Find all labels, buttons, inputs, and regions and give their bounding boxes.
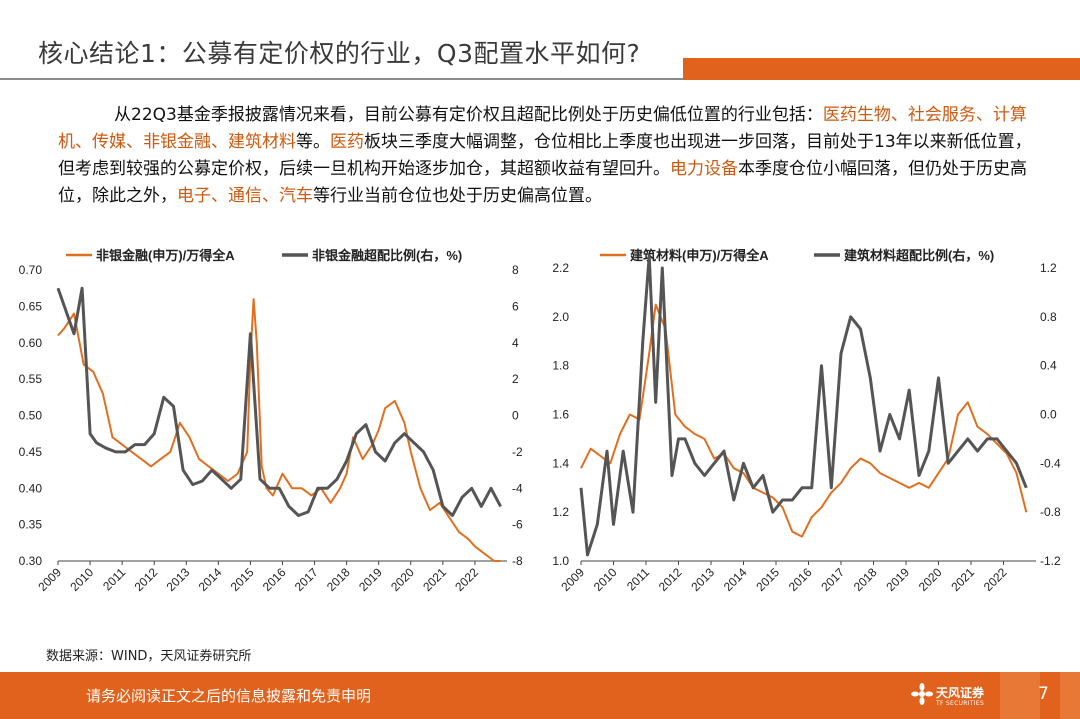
highlight-text: 医药生物、社会服务、计算机、传媒、非银金融、建筑材料 xyxy=(58,105,1027,152)
series-line xyxy=(57,298,501,562)
x-tick-label: 2020 xyxy=(916,565,945,594)
logo-text-cn: 天风证券 xyxy=(936,686,985,700)
x-tick-label: 2011 xyxy=(100,565,128,593)
paragraph-text: 等。 xyxy=(296,132,330,152)
y-left-tick-label: 0.70 xyxy=(19,263,43,277)
chart-building-materials: 建筑材料(申万)/万得全A 建筑材料超配比例(右，%) 2009 2010 2011 20… xyxy=(540,238,1080,618)
logo-flower-icon xyxy=(911,683,933,705)
x-tick-label: 2020 xyxy=(388,565,417,594)
y-right-tick-label: 2 xyxy=(512,372,519,386)
y-right-tick-label: -0.8 xyxy=(1040,505,1061,519)
x-tick-label: 2010 xyxy=(591,565,620,594)
legend-label: 建筑材料超配比例(右，%) xyxy=(844,248,994,263)
x-tick-label: 2014 xyxy=(721,565,750,594)
chart-building-svg: 建筑材料(申万)/万得全A 建筑材料超配比例(右，%)2009 2010 2011 20… xyxy=(552,248,1061,594)
y-left-tick-label: 1.4 xyxy=(552,456,569,470)
x-tick-label: 2017 xyxy=(818,565,847,594)
footer-bar: 请务必阅读正文之后的信息披露和免责申明 天风证券 TF SECURITIES 7 xyxy=(0,672,1080,719)
y-left-tick-label: 2.2 xyxy=(552,261,569,275)
page-number: 7 xyxy=(1038,684,1049,704)
chart-nonbank-finance: 非银金融(申万)/万得全A 非银金融超配比例(右，%) 2009 2010 2011 20… xyxy=(0,238,540,618)
y-right-tick-label: -1.2 xyxy=(1040,554,1061,568)
title-accent-bar xyxy=(683,58,1080,80)
x-tick-label: 2012 xyxy=(656,565,685,594)
x-tick-label: 2019 xyxy=(883,565,912,594)
paragraph-text: 本季度仓位小幅回落，但仍处于历史高位，除此之外， xyxy=(58,159,1027,206)
x-tick-label: 2022 xyxy=(981,565,1010,594)
x-tick-label: 2022 xyxy=(452,565,481,594)
series-line xyxy=(56,286,502,517)
x-tick-label: 2016 xyxy=(260,565,289,594)
x-tick-label: 2011 xyxy=(624,565,652,593)
highlight-text: 电力设备 xyxy=(670,159,738,179)
legend-label: 建筑材料(申万)/万得全A xyxy=(630,248,769,263)
y-right-tick-label: 0.8 xyxy=(1040,310,1057,324)
title-underline xyxy=(0,78,683,80)
footer-decoration xyxy=(1000,672,1040,719)
highlight-text: 医药 xyxy=(330,132,364,152)
y-left-tick-label: 0.35 xyxy=(19,518,43,532)
y-left-tick-label: 0.50 xyxy=(19,409,43,423)
x-tick-label: 2017 xyxy=(292,565,321,594)
x-tick-label: 2010 xyxy=(67,565,96,594)
y-left-tick-label: 0.65 xyxy=(19,299,43,313)
x-tick-label: 2013 xyxy=(688,565,717,594)
x-tick-label: 2015 xyxy=(753,565,782,594)
y-right-tick-label: 4 xyxy=(512,336,519,350)
y-right-tick-label: 8 xyxy=(512,263,519,277)
x-tick-label: 2021 xyxy=(420,565,449,594)
x-tick-label: 2021 xyxy=(948,565,977,594)
y-right-tick-label: 0.4 xyxy=(1040,359,1057,373)
y-left-tick-label: 1.8 xyxy=(552,359,569,373)
x-tick-label: 2009 xyxy=(558,565,587,594)
y-right-tick-label: -0.4 xyxy=(1040,456,1061,470)
x-tick-label: 2016 xyxy=(786,565,815,594)
chart-nonbank-svg: 非银金融(申万)/万得全A 非银金融超配比例(右，%)2009 2010 2011 20… xyxy=(19,248,523,594)
x-tick-label: 2014 xyxy=(196,565,225,594)
y-right-tick-label: -2 xyxy=(512,445,523,459)
paragraph-text: 等行业当前仓位也处于历史偏高位置。 xyxy=(313,186,602,206)
y-left-tick-label: 1.0 xyxy=(552,554,569,568)
y-left-tick-label: 0.30 xyxy=(19,554,43,568)
x-tick-label: 2012 xyxy=(132,565,161,594)
y-left-tick-label: 0.60 xyxy=(19,336,43,350)
disclaimer-link[interactable]: 请务必阅读正文之后的信息披露和免责申明 xyxy=(86,687,372,705)
series-line xyxy=(579,254,1028,557)
footer-decoration xyxy=(1060,672,1080,719)
x-tick-label: 2018 xyxy=(851,565,880,594)
y-right-tick-label: 1.2 xyxy=(1040,261,1057,275)
y-left-tick-label: 1.6 xyxy=(552,408,569,422)
legend-label: 非银金融(申万)/万得全A xyxy=(96,248,235,263)
paragraph-text: 板块三季度大幅调整，仓位相比上季度也出现进一步回落，目前处于13年以来新低位置，… xyxy=(58,132,1032,179)
legend-label: 非银金融超配比例(右，%) xyxy=(312,248,462,263)
highlight-text: 电子、通信、汽车 xyxy=(177,186,313,206)
y-left-tick-label: 0.40 xyxy=(19,481,43,495)
y-right-tick-label: -6 xyxy=(512,518,523,532)
y-right-tick-label: -8 xyxy=(512,554,523,568)
y-right-tick-label: 0 xyxy=(512,409,519,423)
y-left-tick-label: 0.45 xyxy=(19,445,43,459)
series-line xyxy=(580,303,1028,538)
logo-text-en: TF SECURITIES xyxy=(936,700,985,707)
company-logo: 天风证券 TF SECURITIES xyxy=(910,678,986,714)
data-source-note: 数据来源：WIND，天风证券研究所 xyxy=(46,649,252,664)
x-tick-label: 2019 xyxy=(356,565,385,594)
y-right-tick-label: 6 xyxy=(512,299,519,313)
summary-paragraph: 从22Q3基金季报披露情况来看，目前公募有定价权且超配比例处于历史偏低位置的行业… xyxy=(58,102,1036,210)
x-tick-label: 2018 xyxy=(324,565,353,594)
y-right-tick-label: 0.0 xyxy=(1040,408,1057,422)
x-tick-label: 2015 xyxy=(228,565,257,594)
title-area: 核心结论1：公募有定价权的行业，Q3配置水平如何? xyxy=(0,0,1080,85)
y-left-tick-label: 0.55 xyxy=(19,372,43,386)
y-left-tick-label: 1.2 xyxy=(552,505,569,519)
y-right-tick-label: -4 xyxy=(512,481,523,495)
paragraph-text: 从22Q3基金季报披露情况来看，目前公募有定价权且超配比例处于历史偏低位置的行业… xyxy=(114,105,823,125)
page-title: 核心结论1：公募有定价权的行业，Q3配置水平如何? xyxy=(38,39,641,68)
y-left-tick-label: 2.0 xyxy=(552,310,569,324)
x-tick-label: 2013 xyxy=(164,565,193,594)
x-tick-label: 2009 xyxy=(35,565,64,594)
